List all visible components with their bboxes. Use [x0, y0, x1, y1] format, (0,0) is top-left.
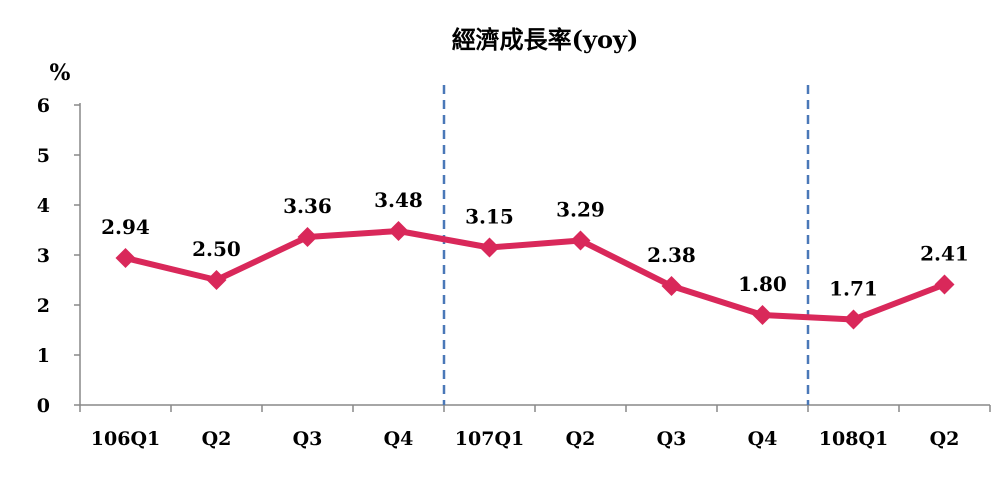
data-point	[388, 221, 409, 241]
data-label: 3.48	[374, 188, 423, 212]
data-point	[661, 276, 682, 296]
y-tick-label: 5	[37, 145, 50, 167]
data-point	[570, 230, 591, 251]
x-tick-label: 107Q1	[455, 428, 524, 450]
data-labels: 2.94 2.50 3.36 3.48 3.15 3.29 2.38 1.80 1.71 2.41	[101, 188, 969, 301]
series-line	[124, 228, 946, 323]
data-label: 3.29	[556, 198, 605, 222]
y-axis-ticks: 0 1 2 3 4 5 6	[37, 95, 80, 417]
x-tick-label: Q4	[384, 428, 414, 450]
year-dividers	[442, 85, 810, 405]
x-tick-label: Q2	[566, 428, 596, 450]
x-tick-label: 108Q1	[819, 428, 888, 450]
data-point	[843, 309, 864, 330]
data-point	[479, 237, 500, 258]
x-tick-label: 106Q1	[91, 428, 160, 450]
data-label: 3.36	[283, 194, 332, 218]
y-tick-label: 3	[37, 245, 50, 267]
data-label: 2.38	[647, 243, 696, 267]
data-point	[297, 227, 318, 247]
y-tick-label: 6	[37, 95, 50, 117]
x-tick-label: Q3	[657, 428, 687, 450]
y-tick-label: 1	[37, 345, 50, 367]
data-label: 2.94	[101, 215, 150, 239]
y-tick-label: 2	[37, 295, 50, 317]
data-point	[115, 248, 136, 268]
data-point	[206, 270, 227, 290]
data-label: 1.80	[738, 272, 787, 296]
chart-title: 經濟成長率(yoy)	[452, 25, 639, 54]
data-point	[934, 274, 955, 295]
x-tick-label: Q3	[293, 428, 323, 450]
series-points	[115, 221, 955, 330]
data-label: 2.50	[192, 237, 241, 261]
data-label: 2.41	[920, 242, 969, 266]
data-label: 3.15	[465, 205, 514, 229]
y-axis-unit: %	[50, 60, 71, 86]
x-axis-ticks: 106Q1 Q2 Q3 Q4 107Q1 Q2 Q3 Q4 108Q1 Q2	[79, 405, 991, 450]
y-tick-label: 4	[37, 195, 50, 217]
x-tick-label: Q4	[748, 428, 778, 450]
data-point	[752, 305, 773, 325]
x-tick-label: Q2	[930, 428, 960, 450]
y-tick-label: 0	[37, 395, 50, 417]
x-tick-label: Q2	[202, 428, 232, 450]
data-label: 1.71	[829, 277, 878, 301]
